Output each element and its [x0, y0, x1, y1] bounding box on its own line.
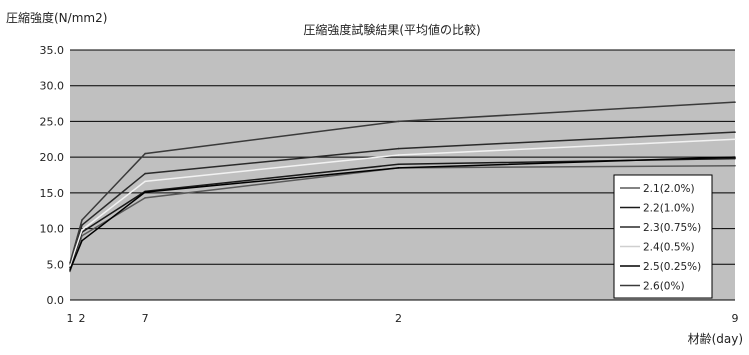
data-point: [144, 180, 146, 183]
y-tick-label: 30.0: [40, 80, 65, 93]
y-axis-ticks: 0.0 5.0 10.0 15.0 20.0 25.0 30.0 35.0: [40, 44, 65, 307]
data-point: [69, 270, 71, 273]
data-point: [734, 131, 736, 133]
y-tick-label: 20.0: [40, 151, 65, 164]
x-tick-label: 7: [142, 312, 149, 325]
x-axis-label: 材齢(day): [688, 331, 743, 346]
legend-label: 2.2(1.0%): [643, 203, 695, 215]
data-point: [397, 154, 400, 156]
legend-label: 2.4(0.5%): [643, 242, 695, 254]
x-tick-label: 2: [78, 312, 85, 325]
data-point: [144, 197, 146, 199]
data-point: [144, 172, 146, 175]
data-point: [734, 101, 736, 103]
data-point: [397, 147, 400, 150]
data-point: [734, 157, 736, 160]
legend: 2.1(2.0%) 2.2(1.0%) 2.3(0.75%) 2.4(0.5%) 2.5…: [613, 174, 713, 299]
y-tick-label: 25.0: [40, 115, 65, 128]
legend-label: 2.3(0.75%): [643, 222, 701, 234]
legend-box: [613, 174, 713, 299]
data-point: [69, 264, 71, 267]
data-point: [734, 156, 736, 158]
data-point: [69, 262, 71, 264]
legend-label: 2.5(0.25%): [643, 261, 701, 273]
data-point: [69, 269, 71, 271]
legend-label: 2.6(0%): [643, 281, 685, 293]
data-point: [734, 164, 736, 167]
x-tick-label: 2: [395, 312, 402, 325]
data-point: [734, 138, 736, 141]
y-axis-label: 圧縮強度(N/mm2): [6, 10, 107, 25]
data-point: [81, 219, 83, 221]
data-point: [81, 229, 83, 231]
data-point: [81, 224, 83, 226]
y-tick-label: 35.0: [40, 44, 65, 57]
data-point: [397, 163, 400, 166]
y-tick-label: 15.0: [40, 187, 65, 200]
x-tick-label: 1: [67, 312, 74, 325]
chart-title: 圧縮強度試験結果(平均値の比較): [303, 22, 480, 37]
y-tick-label: 5.0: [47, 258, 65, 271]
data-point: [397, 167, 400, 169]
x-tick-label: 9: [732, 312, 739, 325]
data-point: [397, 120, 400, 123]
legend-label: 2.1(2.0%): [643, 183, 695, 195]
data-point: [144, 191, 146, 193]
y-tick-label: 0.0: [47, 294, 65, 307]
series-lines: [69, 101, 736, 273]
y-tick-label: 10.0: [40, 223, 65, 236]
data-point: [144, 152, 146, 155]
data-point: [81, 239, 83, 242]
